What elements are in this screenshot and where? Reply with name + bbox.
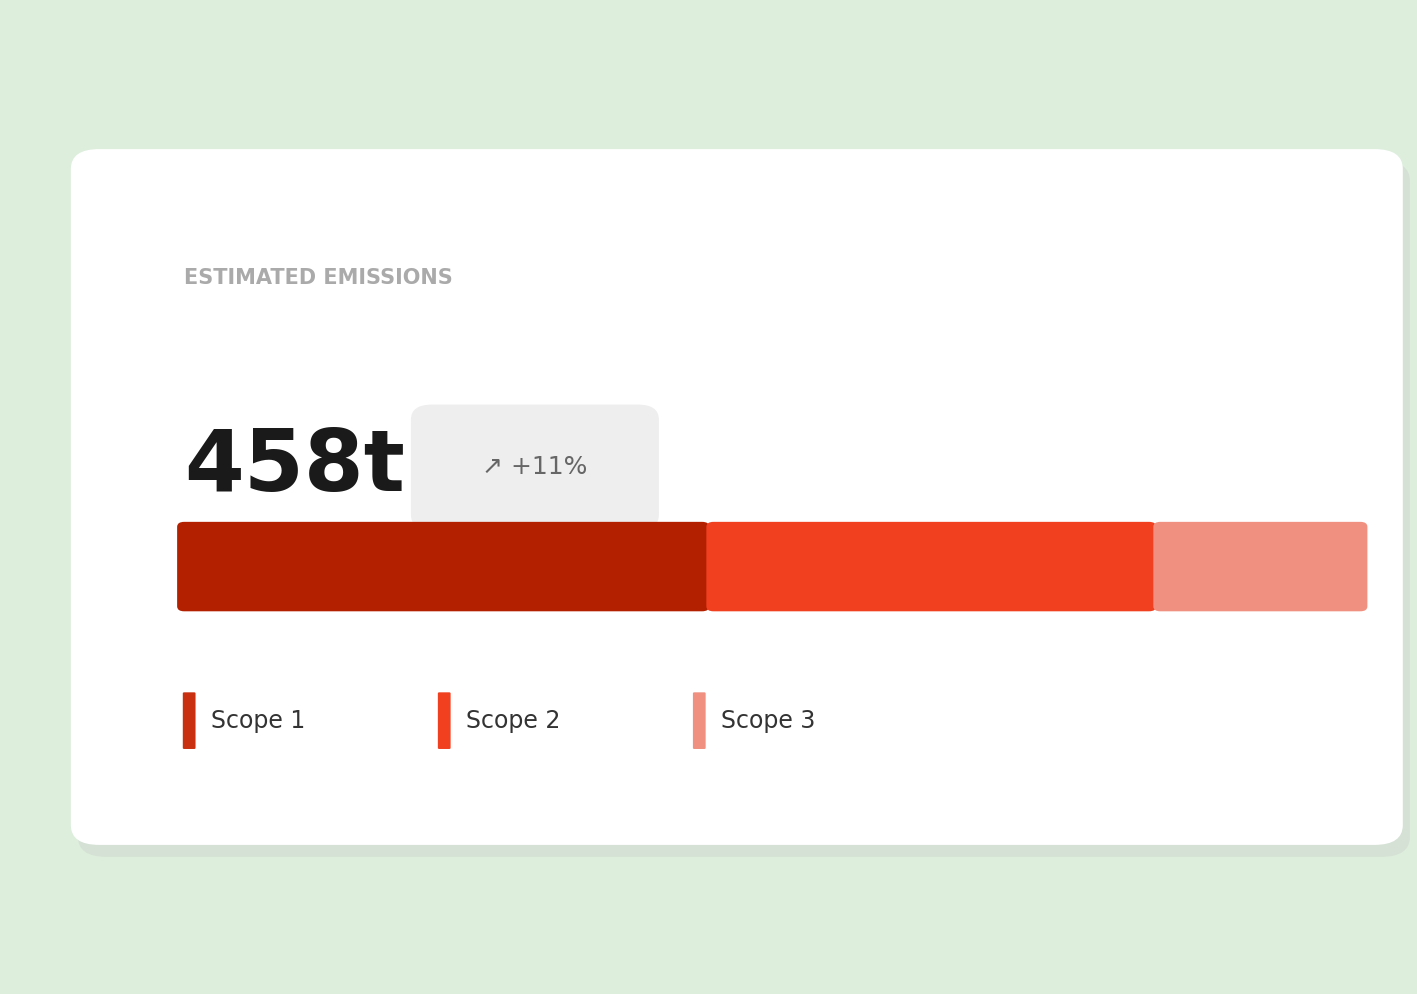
FancyBboxPatch shape <box>183 692 196 749</box>
FancyBboxPatch shape <box>177 522 708 611</box>
Text: Scope 2: Scope 2 <box>466 709 561 733</box>
FancyBboxPatch shape <box>71 149 1403 845</box>
Text: Scope 1: Scope 1 <box>211 709 306 733</box>
Text: Scope 3: Scope 3 <box>721 709 816 733</box>
FancyBboxPatch shape <box>438 692 451 749</box>
Text: 458t: 458t <box>184 425 405 509</box>
FancyBboxPatch shape <box>707 522 1156 611</box>
FancyBboxPatch shape <box>411 405 659 530</box>
FancyBboxPatch shape <box>1153 522 1367 611</box>
Text: ESTIMATED EMISSIONS: ESTIMATED EMISSIONS <box>184 268 453 288</box>
FancyBboxPatch shape <box>78 161 1410 857</box>
Text: ↗ +11%: ↗ +11% <box>482 455 588 479</box>
FancyBboxPatch shape <box>693 692 706 749</box>
